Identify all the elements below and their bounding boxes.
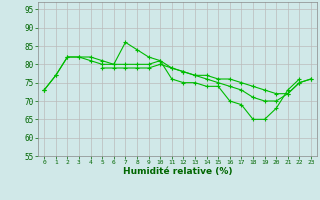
X-axis label: Humidité relative (%): Humidité relative (%) — [123, 167, 232, 176]
